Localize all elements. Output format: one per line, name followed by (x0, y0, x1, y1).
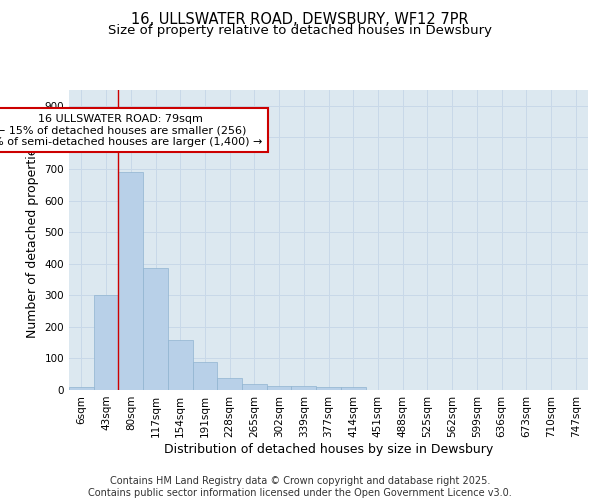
Bar (292, 386, 316, 390)
Bar (143, 268, 168, 390)
Bar (118, 172, 143, 390)
Bar (217, 378, 242, 390)
Y-axis label: Number of detached properties: Number of detached properties (26, 142, 39, 338)
Bar (316, 387, 341, 390)
Text: Size of property relative to detached houses in Dewsbury: Size of property relative to detached ho… (108, 24, 492, 37)
Text: 16 ULLSWATER ROAD: 79sqm
← 15% of detached houses are smaller (256)
83% of semi-: 16 ULLSWATER ROAD: 79sqm ← 15% of detach… (0, 114, 263, 147)
Bar (341, 388, 365, 390)
Bar (242, 384, 267, 390)
Bar (168, 340, 193, 390)
X-axis label: Distribution of detached houses by size in Dewsbury: Distribution of detached houses by size … (164, 442, 493, 456)
Text: Contains HM Land Registry data © Crown copyright and database right 2025.
Contai: Contains HM Land Registry data © Crown c… (88, 476, 512, 498)
Bar (94, 296, 118, 390)
Bar (69, 388, 94, 390)
Text: 16, ULLSWATER ROAD, DEWSBURY, WF12 7PR: 16, ULLSWATER ROAD, DEWSBURY, WF12 7PR (131, 12, 469, 28)
Bar (193, 362, 217, 390)
Bar (267, 386, 292, 390)
